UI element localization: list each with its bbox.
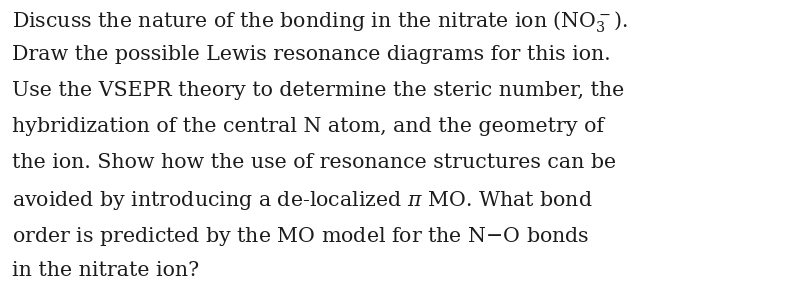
Text: Draw the possible Lewis resonance diagrams for this ion.: Draw the possible Lewis resonance diagra… xyxy=(12,45,611,64)
Text: the ion. Show how the use of resonance structures can be: the ion. Show how the use of resonance s… xyxy=(12,153,616,172)
Text: avoided by introducing a de-localized $\pi$ MO. What bond: avoided by introducing a de-localized $\… xyxy=(12,189,593,212)
Text: Use the VSEPR theory to determine the steric number, the: Use the VSEPR theory to determine the st… xyxy=(12,81,624,100)
Text: hybridization of the central N atom, and the geometry of: hybridization of the central N atom, and… xyxy=(12,117,604,136)
Text: order is predicted by the MO model for the N$-$O bonds: order is predicted by the MO model for t… xyxy=(12,225,590,248)
Text: Discuss the nature of the bonding in the nitrate ion (NO$_3^-$).: Discuss the nature of the bonding in the… xyxy=(12,9,628,35)
Text: in the nitrate ion?: in the nitrate ion? xyxy=(12,261,199,280)
